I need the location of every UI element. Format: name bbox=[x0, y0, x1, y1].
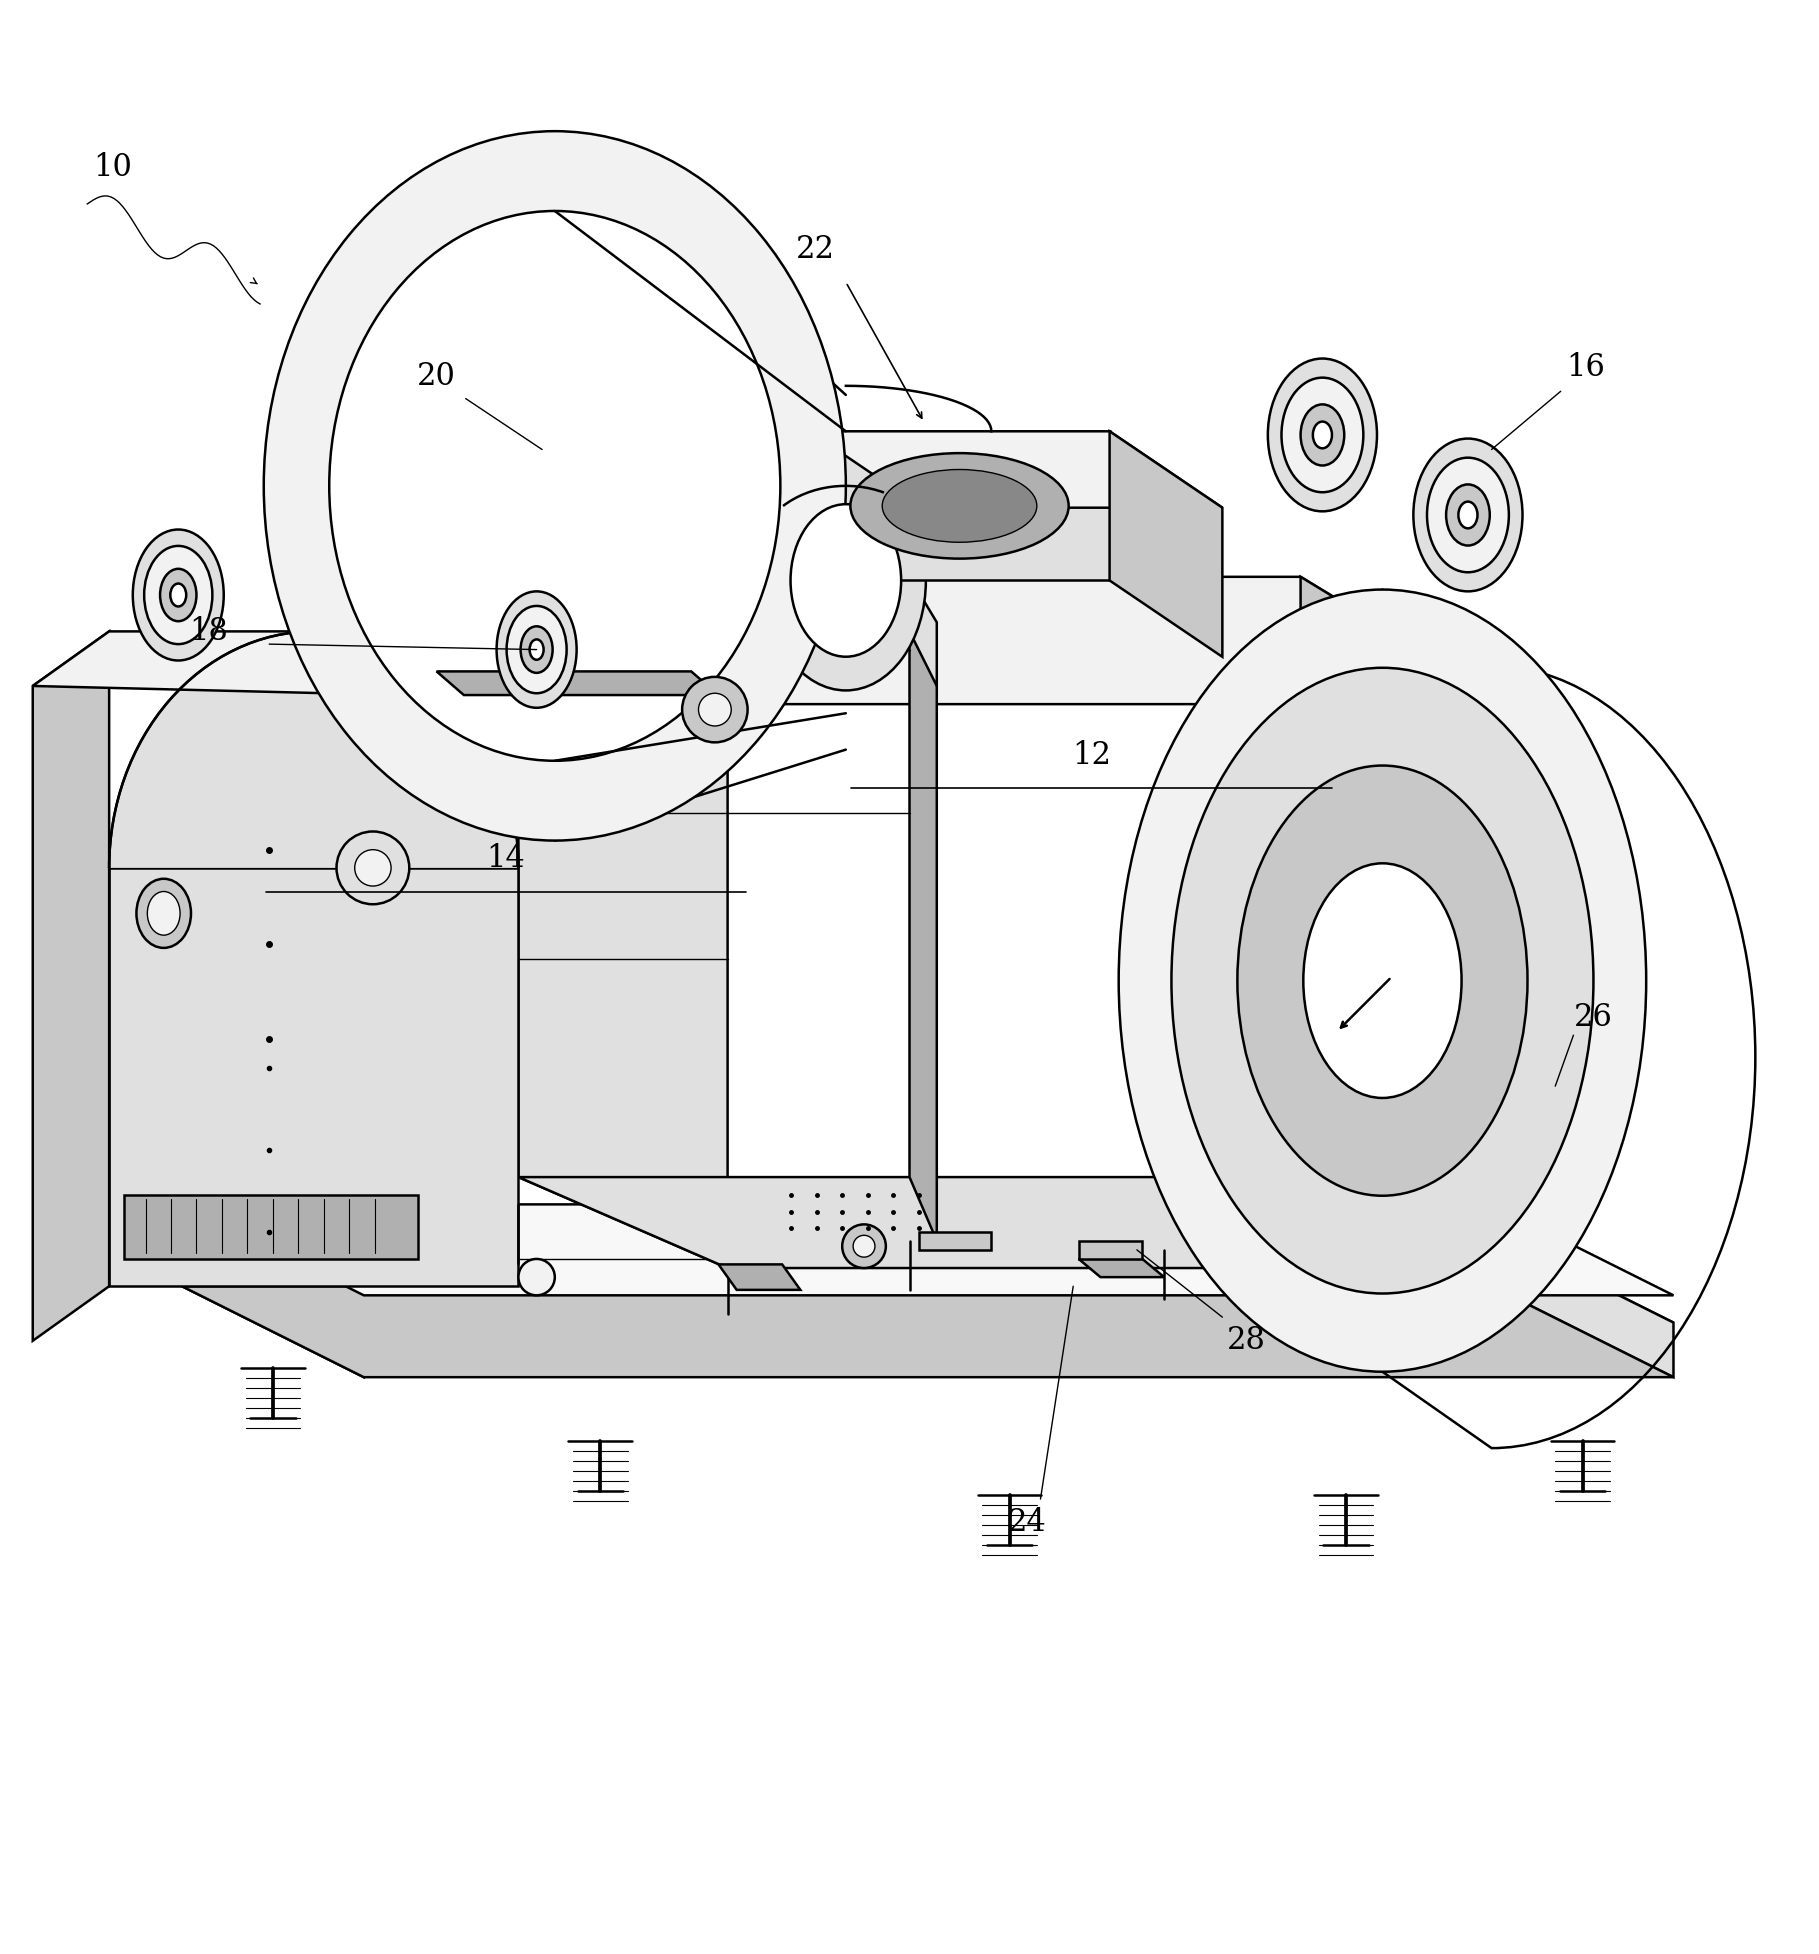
Ellipse shape bbox=[766, 471, 926, 690]
Polygon shape bbox=[1301, 576, 1510, 1268]
Polygon shape bbox=[109, 631, 518, 868]
Polygon shape bbox=[518, 576, 728, 1268]
Ellipse shape bbox=[144, 545, 213, 645]
Ellipse shape bbox=[329, 211, 780, 760]
Circle shape bbox=[518, 1258, 555, 1296]
Text: 18: 18 bbox=[189, 616, 229, 647]
Text: 26: 26 bbox=[1573, 1002, 1613, 1032]
Ellipse shape bbox=[264, 131, 846, 840]
Ellipse shape bbox=[1281, 377, 1364, 492]
Ellipse shape bbox=[1119, 590, 1646, 1372]
Polygon shape bbox=[919, 1231, 991, 1251]
Ellipse shape bbox=[1459, 502, 1477, 528]
Circle shape bbox=[698, 694, 731, 727]
Ellipse shape bbox=[136, 879, 191, 948]
Polygon shape bbox=[1492, 1231, 1673, 1378]
Polygon shape bbox=[809, 432, 1222, 508]
Ellipse shape bbox=[1268, 358, 1377, 512]
Ellipse shape bbox=[529, 639, 544, 660]
Ellipse shape bbox=[520, 627, 553, 672]
Polygon shape bbox=[182, 1231, 364, 1378]
Polygon shape bbox=[33, 631, 109, 1340]
Ellipse shape bbox=[171, 584, 186, 606]
Ellipse shape bbox=[506, 606, 568, 694]
Circle shape bbox=[853, 1235, 875, 1256]
Polygon shape bbox=[518, 576, 1510, 703]
Text: 22: 22 bbox=[795, 234, 835, 266]
Circle shape bbox=[337, 832, 409, 905]
Polygon shape bbox=[437, 672, 719, 696]
Text: 24: 24 bbox=[1008, 1507, 1048, 1538]
Text: 28: 28 bbox=[1226, 1325, 1266, 1356]
Text: 12: 12 bbox=[1071, 739, 1111, 770]
Ellipse shape bbox=[497, 592, 577, 707]
Ellipse shape bbox=[791, 504, 900, 657]
Ellipse shape bbox=[1313, 422, 1332, 447]
Polygon shape bbox=[182, 1286, 1673, 1378]
Text: 16: 16 bbox=[1566, 352, 1606, 383]
Ellipse shape bbox=[1301, 404, 1344, 465]
Text: 10: 10 bbox=[93, 152, 133, 184]
Polygon shape bbox=[124, 1196, 418, 1258]
Ellipse shape bbox=[849, 453, 1070, 559]
Polygon shape bbox=[33, 631, 618, 701]
Circle shape bbox=[842, 1225, 886, 1268]
Polygon shape bbox=[809, 432, 1110, 580]
Polygon shape bbox=[109, 868, 518, 1286]
Ellipse shape bbox=[1413, 438, 1523, 592]
Polygon shape bbox=[182, 1231, 1673, 1323]
Ellipse shape bbox=[882, 469, 1037, 543]
Circle shape bbox=[355, 850, 391, 885]
Polygon shape bbox=[719, 1264, 800, 1290]
Text: 20: 20 bbox=[417, 361, 457, 393]
Ellipse shape bbox=[1171, 668, 1593, 1294]
Polygon shape bbox=[1079, 1241, 1142, 1258]
Polygon shape bbox=[910, 576, 937, 1241]
Ellipse shape bbox=[147, 891, 180, 936]
Ellipse shape bbox=[1302, 864, 1462, 1098]
Ellipse shape bbox=[133, 530, 224, 660]
Polygon shape bbox=[182, 1204, 1673, 1296]
Ellipse shape bbox=[1426, 457, 1510, 573]
Ellipse shape bbox=[160, 569, 196, 621]
Polygon shape bbox=[1079, 1258, 1164, 1278]
Circle shape bbox=[682, 676, 748, 743]
Ellipse shape bbox=[1446, 485, 1490, 545]
Text: 14: 14 bbox=[486, 844, 526, 873]
Polygon shape bbox=[910, 576, 937, 686]
Polygon shape bbox=[518, 1176, 1510, 1268]
Ellipse shape bbox=[1237, 766, 1528, 1196]
Polygon shape bbox=[1110, 432, 1222, 657]
